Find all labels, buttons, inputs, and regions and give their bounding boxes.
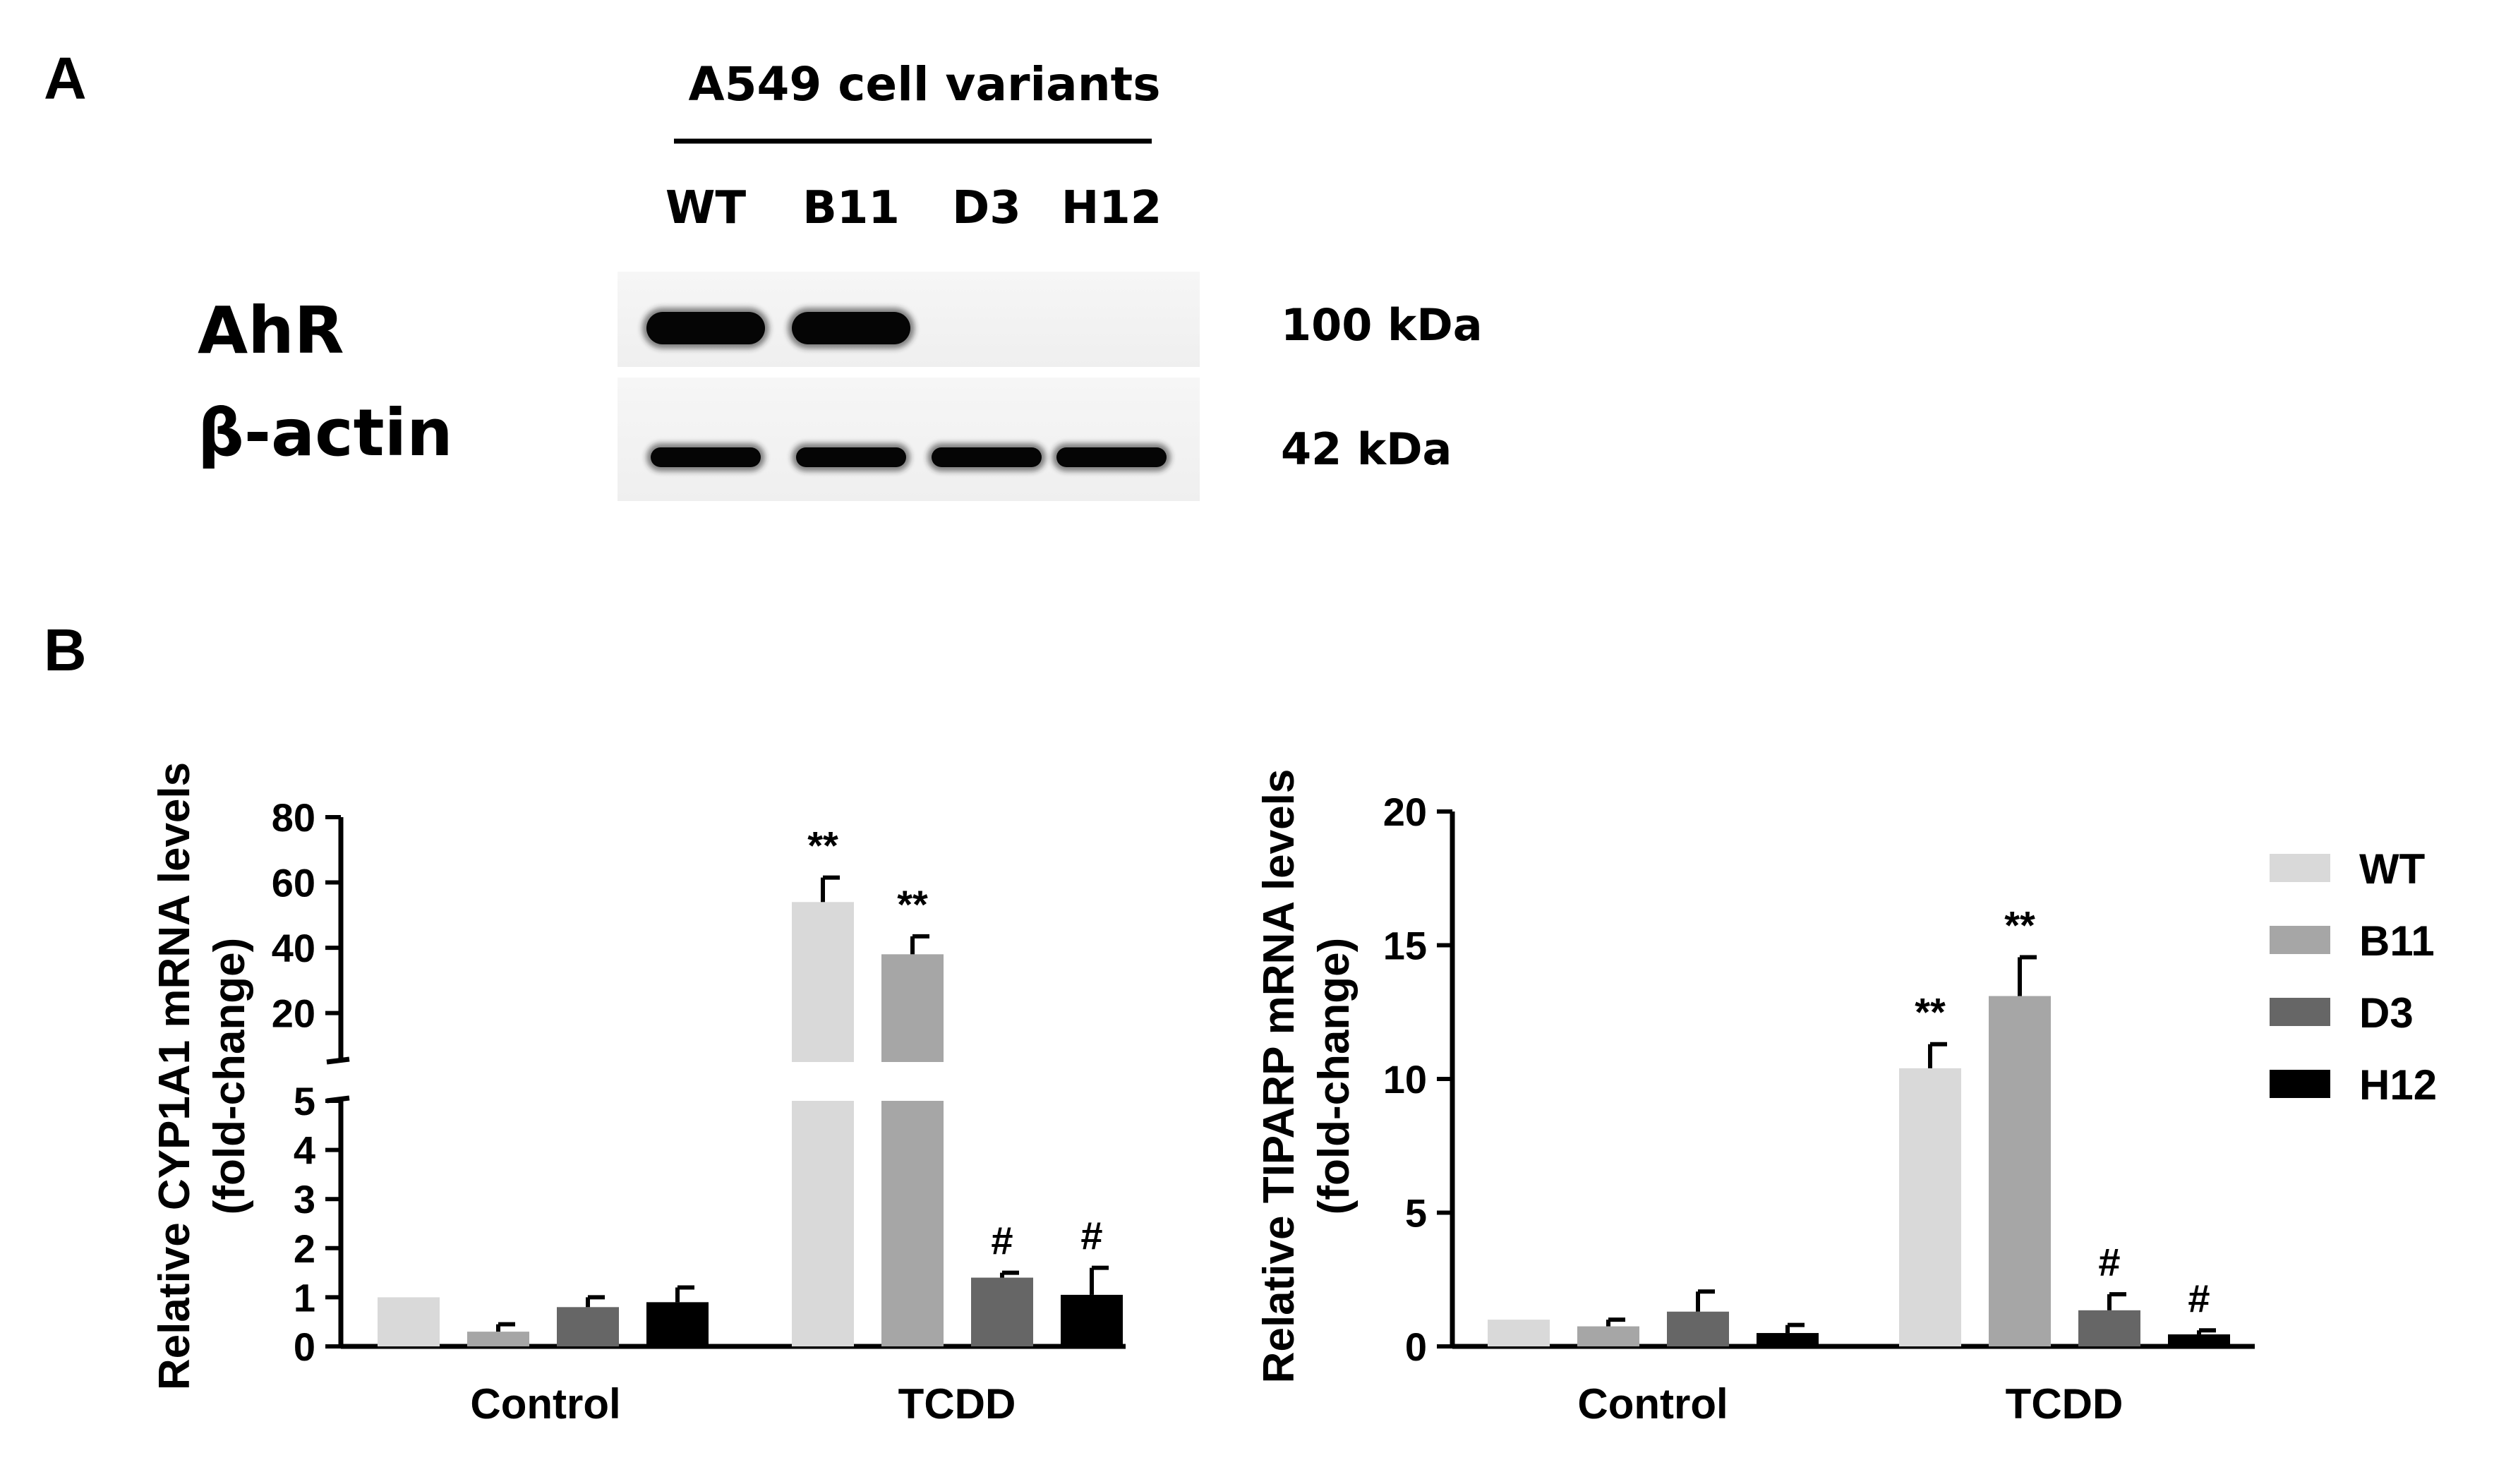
blot-header: A549 cell variants [688, 57, 1160, 111]
cyp1a1-tcdd-b11-bar-upper [881, 954, 944, 1062]
panel-a-letter: A [44, 45, 87, 111]
lane-label-b11: B11 [802, 182, 900, 234]
cyp1a1-control-wt-bar [378, 1297, 440, 1346]
actin-band-h12 [1056, 447, 1167, 467]
lane-label-d3: D3 [952, 182, 1021, 234]
cyp1a1-control-h12-bar [646, 1302, 709, 1346]
lane-labels: WT B11 D3 H12 [665, 182, 1162, 234]
legend: WT B11 D3 H12 [2270, 845, 2437, 1109]
legend-swatch-d3 [2270, 998, 2330, 1026]
cyp1a1-axis-break-upper [326, 1056, 350, 1065]
cyp1a1-ytick-label-20: 20 [272, 991, 315, 1036]
tiparp-tcdd-d3-bar [2078, 1310, 2140, 1346]
cyp1a1-ytick-label-0: 0 [294, 1325, 315, 1369]
tiparp-control-h12-bar [1757, 1333, 1819, 1346]
lane-label-wt: WT [665, 182, 747, 234]
cyp1a1-ytick-label-40: 40 [272, 926, 315, 970]
tiparp-ytick-label-5: 5 [1405, 1191, 1427, 1236]
cyp1a1-bars: ** ** # # [378, 824, 1123, 1346]
legend-label-d3: D3 [2359, 989, 2414, 1037]
ahr-bands [642, 308, 915, 349]
ahr-band-wt [646, 312, 765, 344]
legend-label-wt: WT [2359, 845, 2425, 893]
actin-band-d3 [932, 447, 1042, 467]
cyp1a1-tcdd-b11-bar-lower [881, 1101, 944, 1346]
cyp1a1-ylabel-line1: Relative CYP1A1 mRNA levels [150, 762, 199, 1390]
tiparp-tcdd-h12-bar [2168, 1334, 2230, 1346]
tiparp-tcdd-b11-bar [1989, 996, 2051, 1346]
tiparp-control-d3-bar [1667, 1311, 1729, 1346]
cyp1a1-ytick-label-2: 2 [294, 1226, 315, 1271]
tiparp-category-control: Control [1577, 1380, 1728, 1428]
tiparp-ylabel-line1: Relative TIPARP mRNA levels [1255, 769, 1303, 1384]
tiparp-ytick-label-20: 20 [1383, 790, 1427, 834]
tiparp-chart: Relative TIPARP mRNA levels (fold-change… [1255, 769, 2255, 1428]
ahr-band-b11 [792, 312, 910, 344]
tiparp-ytick-label-15: 15 [1383, 924, 1427, 968]
cyp1a1-category-control: Control [470, 1380, 620, 1428]
cyp1a1-chart: Relative CYP1A1 mRNA levels (fold-change… [150, 762, 1126, 1428]
tiparp-tcdd-wt-significance: ** [1915, 990, 1946, 1034]
tiparp-control-wt-bar [1488, 1320, 1550, 1346]
cyp1a1-ylabel-line2: (fold-change) [205, 938, 254, 1215]
tiparp-control-b11-bar [1577, 1326, 1639, 1346]
panel-b-letter: B [44, 617, 87, 683]
cyp1a1-tcdd-h12-bar [1061, 1294, 1123, 1346]
cyp1a1-control-b11-bar [467, 1332, 529, 1346]
cyp1a1-ytick-label-3: 3 [294, 1177, 315, 1221]
legend-swatch-h12 [2270, 1070, 2330, 1098]
tiparp-tcdd-h12-significance: # [2188, 1276, 2210, 1320]
legend-swatch-wt [2270, 854, 2330, 882]
actin-bands [646, 443, 1171, 471]
cyp1a1-tcdd-d3-bar [971, 1277, 1033, 1346]
cyp1a1-tcdd-b11-significance: ** [897, 882, 928, 927]
tiparp-tcdd-wt-bar [1899, 1068, 1961, 1346]
lane-label-h12: H12 [1061, 182, 1162, 234]
row-label-beta-actin: β-actin [198, 395, 453, 471]
cyp1a1-category-tcdd: TCDD [898, 1380, 1016, 1428]
cyp1a1-ytick-label-5: 5 [294, 1079, 315, 1123]
legend-label-h12: H12 [2359, 1061, 2437, 1109]
tiparp-tcdd-b11-significance: ** [2004, 903, 2035, 948]
cyp1a1-tcdd-d3-significance: # [991, 1219, 1013, 1263]
cyp1a1-tcdd-wt-significance: ** [807, 824, 838, 868]
legend-label-b11: B11 [2359, 917, 2435, 965]
actin-band-wt [651, 447, 761, 467]
tiparp-category-tcdd: TCDD [2006, 1380, 2124, 1428]
cyp1a1-tcdd-wt-bar-upper [792, 902, 854, 1062]
legend-swatch-b11 [2270, 926, 2330, 954]
tiparp-tcdd-d3-significance: # [2098, 1240, 2120, 1284]
tiparp-axes: 0 5 10 15 20 [1383, 790, 2255, 1369]
cyp1a1-ytick-label-60: 60 [272, 861, 315, 905]
ahr-size-label: 100 kDa [1281, 299, 1483, 351]
tiparp-ytick-label-10: 10 [1383, 1057, 1427, 1102]
cyp1a1-ytick-label-1: 1 [294, 1275, 315, 1320]
actin-band-b11 [796, 447, 906, 467]
cyp1a1-tcdd-h12-significance: # [1080, 1214, 1102, 1258]
cyp1a1-tcdd-wt-bar-lower [792, 1101, 854, 1346]
row-label-ahr: AhR [198, 293, 344, 368]
tiparp-ytick-label-0: 0 [1405, 1325, 1427, 1369]
tiparp-ylabel-line2: (fold-change) [1310, 938, 1359, 1215]
cyp1a1-ytick-label-80: 80 [272, 795, 315, 840]
actin-size-label: 42 kDa [1281, 423, 1452, 475]
cyp1a1-control-d3-bar [557, 1307, 619, 1346]
tiparp-bars: ** ** # # [1488, 903, 2230, 1346]
actin-blot-strip [618, 378, 1200, 501]
cyp1a1-ytick-label-4: 4 [294, 1128, 315, 1173]
